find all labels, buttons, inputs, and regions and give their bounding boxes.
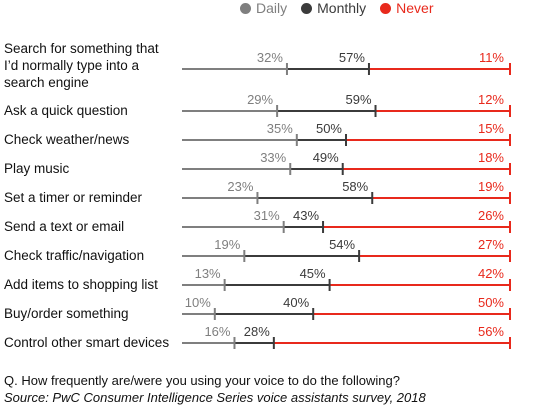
category-label: Search for something that I’d normally t… <box>4 41 159 90</box>
never-value-label: 18% <box>478 150 504 165</box>
daily-value-label: 16% <box>204 324 230 339</box>
survey-question: Q. How frequently are/were you using you… <box>4 373 400 388</box>
daily-value-label: 32% <box>257 50 283 65</box>
category-label: Add items to shopping list <box>4 277 158 292</box>
never-value-label: 56% <box>478 324 504 339</box>
daily-value-label: 33% <box>260 150 286 165</box>
never-value-label: 50% <box>478 295 504 310</box>
daily-value-label: 10% <box>185 295 211 310</box>
daily-value-label: 19% <box>214 237 240 252</box>
monthly-value-label: 40% <box>283 295 309 310</box>
category-label: Check traffic/navigation <box>4 248 145 263</box>
never-value-label: 27% <box>478 237 504 252</box>
legend-daily-marker <box>240 2 251 14</box>
daily-value-label: 35% <box>267 121 293 136</box>
monthly-value-label: 59% <box>345 92 371 107</box>
never-value-label: 26% <box>478 208 504 223</box>
monthly-value-label: 28% <box>244 324 270 339</box>
legend-never-marker <box>380 2 392 14</box>
legend-item-daily: Daily <box>240 0 287 16</box>
never-value-label: 19% <box>478 179 504 194</box>
monthly-value-label: 54% <box>329 237 355 252</box>
category-label: Ask a quick question <box>4 103 128 118</box>
legend: Daily Monthly Never <box>240 0 448 16</box>
legend-item-monthly: Monthly <box>301 0 366 16</box>
monthly-value-label: 50% <box>316 121 342 136</box>
never-value-label: 11% <box>479 50 504 65</box>
daily-value-label: 29% <box>247 92 273 107</box>
category-label: Play music <box>4 161 70 176</box>
never-value-label: 15% <box>478 121 504 136</box>
monthly-value-label: 58% <box>342 179 368 194</box>
legend-item-never: Never <box>380 0 434 16</box>
daily-value-label: 23% <box>227 179 253 194</box>
legend-monthly-marker <box>301 2 313 14</box>
category-label: Set a timer or reminder <box>4 190 143 205</box>
monthly-value-label: 57% <box>339 50 365 65</box>
legend-daily-label: Daily <box>256 0 288 16</box>
legend-never-label: Never <box>396 0 434 16</box>
category-label: Buy/order something <box>4 306 129 321</box>
daily-value-label: 31% <box>254 208 280 223</box>
legend-monthly-label: Monthly <box>317 0 367 16</box>
source-note: Source: PwC Consumer Intelligence Series… <box>4 390 426 405</box>
never-value-label: 12% <box>478 92 504 107</box>
category-label: Control other smart devices <box>4 335 170 350</box>
category-label: Send a text or email <box>4 219 125 234</box>
monthly-value-label: 45% <box>300 266 326 281</box>
category-label: Check weather/news <box>4 132 130 147</box>
daily-value-label: 13% <box>195 266 221 281</box>
monthly-value-label: 49% <box>313 150 339 165</box>
monthly-value-label: 43% <box>293 208 319 223</box>
never-value-label: 42% <box>478 266 504 281</box>
